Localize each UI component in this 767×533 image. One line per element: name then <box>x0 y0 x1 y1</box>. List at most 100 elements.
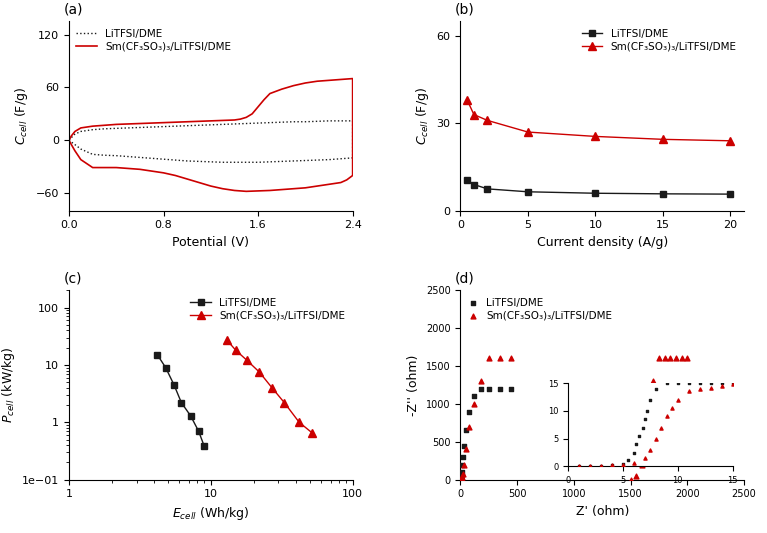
Sm(CF₃SO₃)₃/LiTFSI/DME <box>505 354 518 363</box>
LiTFSI/DME <box>726 191 735 197</box>
Legend: LiTFSI/DME, Sm(CF₃SO₃)₃/LiTFSI/DME: LiTFSI/DME, Sm(CF₃SO₃)₃/LiTFSI/DME <box>579 27 739 54</box>
Sm(CF₃SO₃)₃/LiTFSI/DME <box>455 475 467 484</box>
Sm(CF₃SO₃)₃/LiTFSI/DME <box>348 172 357 179</box>
Sm(CF₃SO₃)₃/LiTFSI/DME <box>206 183 216 189</box>
Sm(CF₃SO₃)₃/LiTFSI/DME <box>455 475 467 484</box>
LiTFSI/DME <box>475 384 487 393</box>
Sm(CF₃SO₃)₃/LiTFSI/DME <box>455 475 467 484</box>
Line: Sm(CF₃SO₃)₃/LiTFSI/DME: Sm(CF₃SO₃)₃/LiTFSI/DME <box>463 96 735 145</box>
LiTFSI/DME <box>186 413 195 419</box>
LiTFSI/DME <box>455 474 467 483</box>
LiTFSI/DME <box>454 475 466 484</box>
Sm(CF₃SO₃)₃/LiTFSI/DME <box>308 430 317 436</box>
LiTFSI/DME <box>494 384 506 393</box>
LiTFSI/DME <box>456 468 468 477</box>
LiTFSI/DME <box>455 475 467 484</box>
Sm(CF₃SO₃)₃/LiTFSI/DME <box>658 136 667 142</box>
Sm(CF₃SO₃)₃/LiTFSI/DME <box>469 111 479 118</box>
LiTFSI/DME <box>147 124 156 130</box>
Legend: LiTFSI/DME, Sm(CF₃SO₃)₃/LiTFSI/DME: LiTFSI/DME, Sm(CF₃SO₃)₃/LiTFSI/DME <box>466 295 614 323</box>
LiTFSI/DME <box>482 384 495 393</box>
Sm(CF₃SO₃)₃/LiTFSI/DME <box>242 188 251 195</box>
X-axis label: Z' (ohm): Z' (ohm) <box>575 505 629 518</box>
X-axis label: $E_{cell}$ (Wh/kg): $E_{cell}$ (Wh/kg) <box>172 505 249 522</box>
LiTFSI/DME <box>64 137 74 143</box>
LiTFSI/DME <box>455 475 467 483</box>
Point <box>630 472 642 480</box>
Sm(CF₃SO₃)₃/LiTFSI/DME <box>64 137 74 143</box>
Sm(CF₃SO₃)₃/LiTFSI/DME <box>523 129 532 135</box>
Y-axis label: -Z'' (ohm): -Z'' (ohm) <box>407 354 420 416</box>
Sm(CF₃SO₃)₃/LiTFSI/DME <box>348 75 357 82</box>
Sm(CF₃SO₃)₃/LiTFSI/DME <box>280 399 289 406</box>
Point <box>681 354 693 363</box>
LiTFSI/DME <box>591 190 600 197</box>
Sm(CF₃SO₃)₃/LiTFSI/DME <box>456 475 468 483</box>
Text: (c): (c) <box>64 272 82 286</box>
Sm(CF₃SO₃)₃/LiTFSI/DME <box>268 385 277 391</box>
Sm(CF₃SO₃)₃/LiTFSI/DME <box>456 475 468 483</box>
Sm(CF₃SO₃)₃/LiTFSI/DME <box>456 470 469 478</box>
Point <box>658 354 670 363</box>
LiTFSI/DME <box>455 475 467 484</box>
LiTFSI/DME <box>455 475 467 483</box>
LiTFSI/DME <box>463 407 476 416</box>
Sm(CF₃SO₃)₃/LiTFSI/DME <box>468 400 480 408</box>
Point <box>647 377 660 385</box>
Sm(CF₃SO₃)₃/LiTFSI/DME <box>231 347 240 353</box>
Sm(CF₃SO₃)₃/LiTFSI/DME <box>147 120 156 126</box>
Text: (a): (a) <box>64 3 83 17</box>
Sm(CF₃SO₃)₃/LiTFSI/DME <box>726 138 735 144</box>
LiTFSI/DME <box>277 119 286 125</box>
LiTFSI/DME <box>456 472 468 480</box>
LiTFSI/DME <box>218 159 227 165</box>
LiTFSI/DME <box>463 177 472 183</box>
Y-axis label: $P_{cell}$ (kW/kg): $P_{cell}$ (kW/kg) <box>0 346 17 423</box>
LiTFSI/DME <box>469 181 479 188</box>
LiTFSI/DME <box>455 474 467 483</box>
LiTFSI/DME <box>194 428 203 434</box>
LiTFSI/DME <box>456 461 468 469</box>
LiTFSI/DME <box>289 158 298 164</box>
X-axis label: Current density (A/g): Current density (A/g) <box>537 236 668 249</box>
Sm(CF₃SO₃)₃/LiTFSI/DME <box>64 137 74 143</box>
Point <box>641 422 653 431</box>
Sm(CF₃SO₃)₃/LiTFSI/DME <box>482 354 495 363</box>
Point <box>638 445 650 454</box>
LiTFSI/DME <box>176 399 186 406</box>
LiTFSI/DME <box>482 185 492 192</box>
Sm(CF₃SO₃)₃/LiTFSI/DME <box>112 121 121 127</box>
Point <box>670 354 682 363</box>
LiTFSI/DME <box>523 189 532 195</box>
Y-axis label: $C_{cell}$ (F/g): $C_{cell}$ (F/g) <box>414 87 431 145</box>
Sm(CF₃SO₃)₃/LiTFSI/DME <box>295 419 304 425</box>
Sm(CF₃SO₃)₃/LiTFSI/DME <box>455 475 467 484</box>
Sm(CF₃SO₃)₃/LiTFSI/DME <box>255 369 264 375</box>
Sm(CF₃SO₃)₃/LiTFSI/DME <box>494 354 506 363</box>
Sm(CF₃SO₃)₃/LiTFSI/DME <box>463 422 476 431</box>
Point <box>645 400 657 408</box>
Sm(CF₃SO₃)₃/LiTFSI/DME <box>458 461 470 469</box>
Sm(CF₃SO₃)₃/LiTFSI/DME <box>454 475 466 484</box>
LiTFSI/DME <box>277 158 286 165</box>
Sm(CF₃SO₃)₃/LiTFSI/DME <box>455 475 467 484</box>
Line: Sm(CF₃SO₃)₃/LiTFSI/DME: Sm(CF₃SO₃)₃/LiTFSI/DME <box>223 336 317 437</box>
Y-axis label: $C_{cell}$ (F/g): $C_{cell}$ (F/g) <box>13 87 31 145</box>
LiTFSI/DME <box>460 426 472 435</box>
LiTFSI/DME <box>455 475 467 484</box>
Sm(CF₃SO₃)₃/LiTFSI/DME <box>242 357 252 364</box>
Sm(CF₃SO₃)₃/LiTFSI/DME <box>455 475 467 484</box>
Line: Sm(CF₃SO₃)₃/LiTFSI/DME: Sm(CF₃SO₃)₃/LiTFSI/DME <box>69 78 353 191</box>
LiTFSI/DME <box>658 191 667 197</box>
Line: LiTFSI/DME: LiTFSI/DME <box>154 351 208 450</box>
LiTFSI/DME <box>505 384 518 393</box>
Sm(CF₃SO₃)₃/LiTFSI/DME <box>463 97 472 103</box>
Sm(CF₃SO₃)₃/LiTFSI/DME <box>460 445 472 454</box>
Point <box>664 354 676 363</box>
LiTFSI/DME <box>170 382 179 388</box>
LiTFSI/DME <box>455 475 467 483</box>
Point <box>636 461 648 469</box>
LiTFSI/DME <box>153 352 162 358</box>
Sm(CF₃SO₃)₃/LiTFSI/DME <box>456 473 468 482</box>
Sm(CF₃SO₃)₃/LiTFSI/DME <box>591 133 600 140</box>
